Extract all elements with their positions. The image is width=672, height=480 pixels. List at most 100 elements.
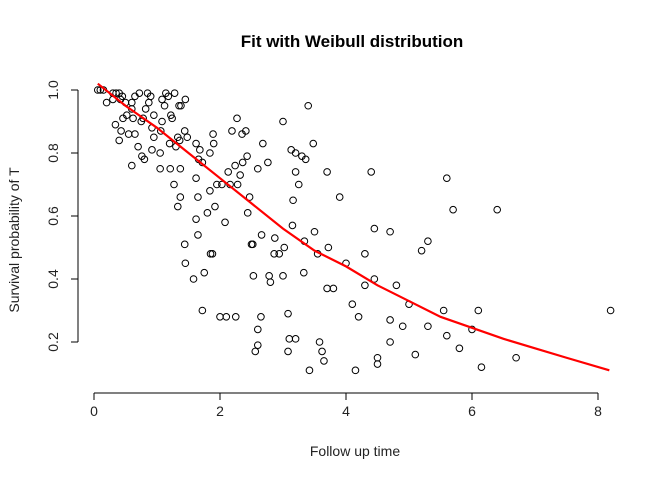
- data-point: [180, 240, 189, 249]
- data-point: [354, 313, 363, 321]
- data-point: [243, 152, 251, 160]
- data-point: [213, 180, 221, 189]
- data-point: [449, 205, 457, 214]
- x-tick-label: 4: [342, 403, 350, 419]
- data-point: [200, 268, 209, 277]
- data-point: [134, 142, 142, 151]
- data-point: [249, 272, 258, 280]
- data-point: [208, 250, 217, 258]
- data-point: [198, 306, 207, 315]
- data-point: [196, 146, 204, 154]
- data-point: [177, 101, 185, 110]
- data-point: [318, 347, 326, 356]
- data-point: [287, 146, 295, 154]
- data-point: [221, 218, 229, 227]
- fit-line-group: [97, 82, 610, 372]
- weibull-fit-line: [97, 82, 610, 372]
- data-point: [209, 130, 217, 138]
- data-point: [291, 168, 300, 176]
- data-point: [231, 161, 239, 170]
- data-point: [93, 86, 102, 94]
- data-point: [211, 202, 219, 211]
- data-point: [115, 136, 123, 145]
- data-point: [194, 231, 202, 239]
- data-point: [253, 164, 262, 173]
- x-tick-label: 6: [468, 403, 476, 419]
- data-point: [206, 149, 214, 157]
- data-point: [323, 168, 331, 176]
- data-point: [150, 111, 158, 119]
- data-point: [493, 205, 502, 214]
- data-point: [271, 234, 279, 242]
- data-point: [164, 92, 173, 101]
- data-point: [203, 209, 212, 217]
- data-point: [361, 281, 369, 290]
- data-point: [279, 117, 287, 126]
- data-point: [270, 250, 278, 258]
- data-point: [265, 272, 273, 280]
- data-point: [348, 300, 357, 309]
- data-point: [135, 89, 144, 97]
- data-point: [176, 193, 185, 201]
- data-point: [424, 322, 432, 331]
- data-point: [112, 89, 120, 97]
- data-point: [285, 335, 294, 343]
- data-point: [279, 272, 287, 280]
- data-point: [245, 193, 254, 201]
- data-point: [291, 335, 300, 343]
- data-point: [206, 187, 214, 195]
- data-point: [606, 306, 615, 315]
- data-point: [266, 278, 275, 286]
- axes: 0 2 4 6 8 0.2 0.4 0.6 0.8 1.0: [45, 80, 602, 419]
- data-point: [443, 174, 451, 182]
- data-point: [173, 202, 182, 211]
- data-point: [301, 155, 310, 164]
- y-tick-label: 0.4: [45, 269, 61, 289]
- data-point: [183, 133, 192, 142]
- data-point: [320, 357, 328, 365]
- x-tick-label: 8: [594, 403, 602, 419]
- data-point: [158, 117, 166, 126]
- data-point: [231, 313, 240, 321]
- data-point: [165, 139, 174, 148]
- data-point: [128, 98, 136, 107]
- data-point: [310, 227, 319, 236]
- data-point: [128, 161, 136, 170]
- data-point: [206, 250, 215, 258]
- data-point: [224, 168, 232, 176]
- data-point: [264, 158, 272, 167]
- data-point: [257, 313, 265, 321]
- data-point: [145, 98, 153, 107]
- data-point: [131, 130, 139, 138]
- data-point: [181, 95, 190, 104]
- y-tick-label: 1.0: [45, 80, 61, 100]
- data-point: [294, 180, 303, 189]
- data-point: [242, 127, 250, 135]
- data-point: [424, 237, 432, 245]
- data-point: [148, 146, 156, 154]
- data-point: [156, 149, 164, 157]
- data-point: [180, 127, 189, 135]
- data-point: [512, 353, 520, 362]
- x-tick-label: 2: [216, 403, 224, 419]
- data-point: [102, 98, 111, 107]
- data-point: [367, 168, 376, 176]
- data-point: [160, 101, 169, 110]
- data-point: [170, 180, 178, 189]
- data-point: [386, 338, 394, 346]
- y-tick-label: 0.2: [45, 332, 61, 352]
- data-point: [222, 313, 231, 321]
- data-point: [156, 164, 164, 173]
- data-point: [373, 353, 382, 362]
- data-point: [386, 227, 394, 236]
- data-point: [251, 347, 260, 356]
- data-point: [253, 341, 262, 349]
- data-point: [158, 95, 166, 104]
- data-point: [351, 366, 360, 375]
- data-point: [189, 275, 198, 283]
- data-point: [218, 180, 226, 189]
- data-point: [280, 243, 289, 252]
- data-point: [238, 158, 247, 167]
- data-point: [373, 360, 382, 368]
